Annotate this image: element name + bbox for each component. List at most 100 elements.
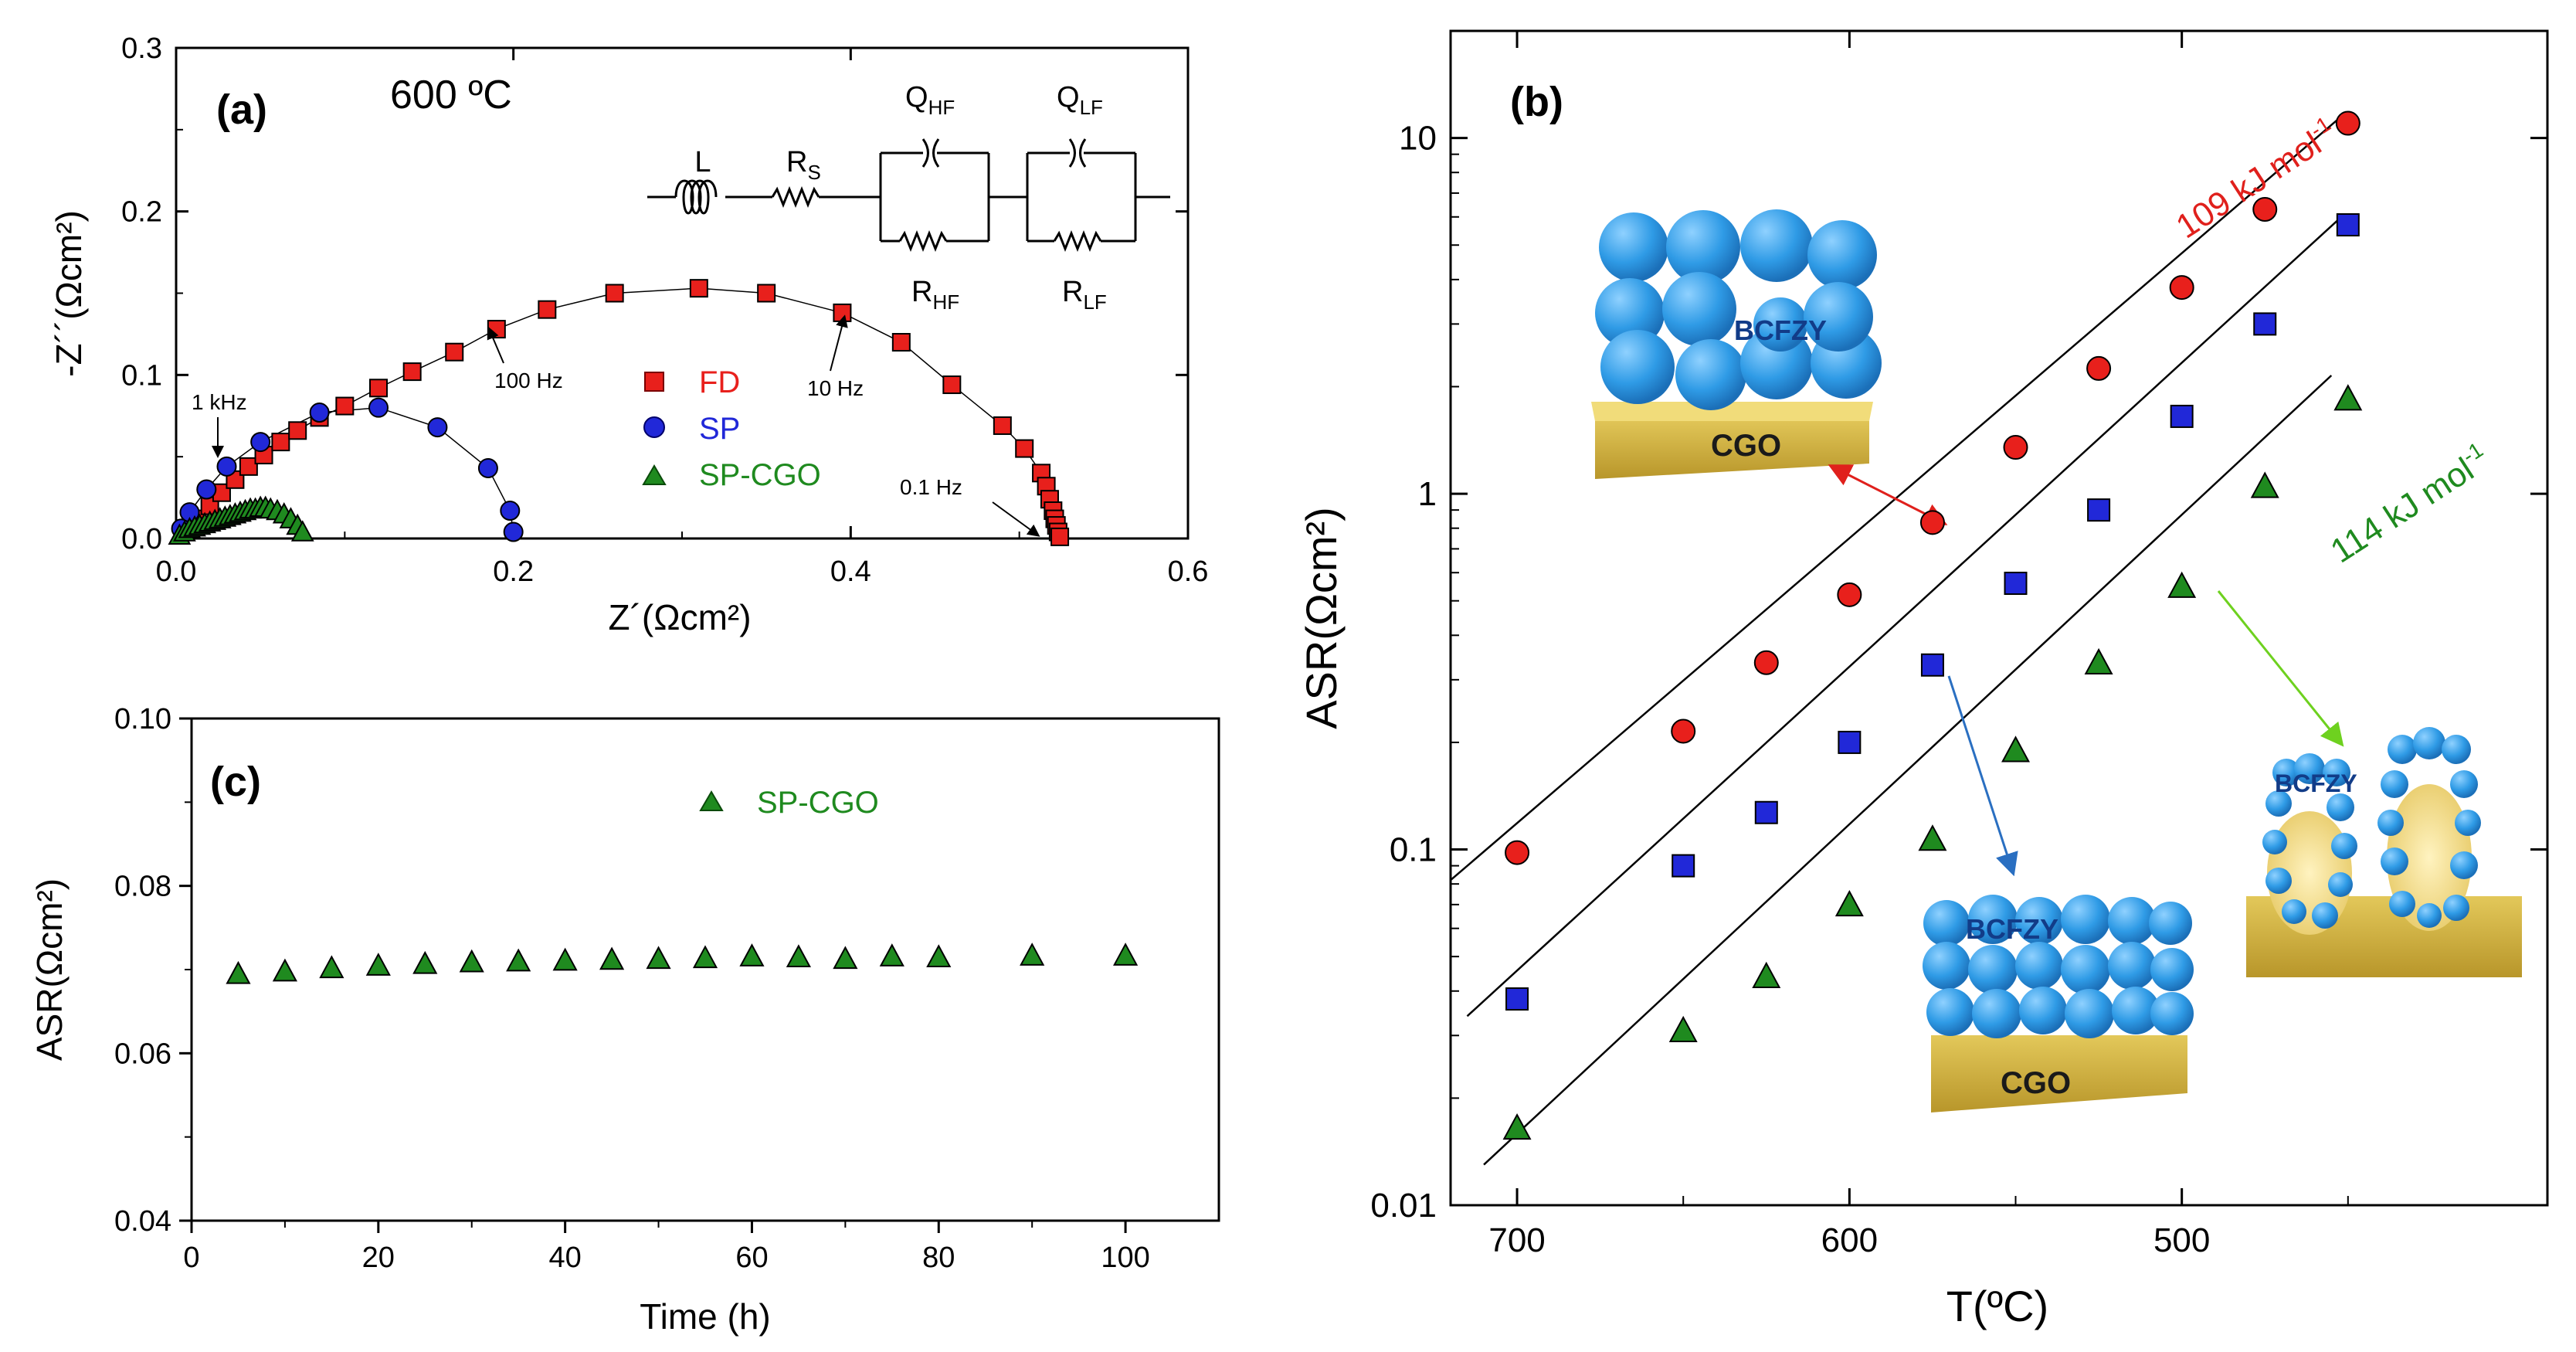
circuit-inductor [674, 179, 718, 215]
panel-b-ytick-label: 0.01 [1370, 1187, 1437, 1225]
panel-c-point-spcgo [412, 950, 438, 974]
panel-a-point-fd [1050, 527, 1070, 546]
illustration-sp-substrate [1931, 1035, 2187, 1113]
panel-b-point-sp-cgo [1502, 1113, 1532, 1140]
panel-c-frame [190, 717, 1220, 1222]
panel-b-xtick-label: 500 [2153, 1221, 2210, 1259]
panel-b-point-fd [1753, 650, 1779, 675]
illustration-sp-substrate-label: CGO [2001, 1066, 2071, 1100]
circuit-label-rhf: RHF [911, 276, 959, 314]
panel-c-point-spcgo [879, 943, 904, 966]
panel-c-point-spcgo [739, 943, 765, 966]
panel-a-axes: 0.0 0.2 0.4 0.6 0.0 0.1 0.2 0.3 [121, 32, 1208, 588]
panel-b-point-sp-cgo [1918, 824, 1947, 851]
panel-c-ytick-label: 0.04 [114, 1205, 171, 1238]
panel-c-point-spcgo [599, 946, 625, 970]
activation-label-spcgo-text: 114 kJ mol [2324, 450, 2480, 570]
circuit-label-qlf-sub: LF [1080, 96, 1103, 119]
panel-a-xtick-label: 0.4 [830, 555, 871, 588]
panel-a-point-sp [368, 397, 389, 418]
illustration-fd-substrate-label: CGO [1711, 429, 1781, 463]
panel-b-point-fd [2335, 110, 2360, 136]
panel-c-point-spcgo [692, 945, 718, 969]
panel-b-point-fd [1671, 718, 1696, 744]
panel-c-ylabel: ASR(Ωcm²) [29, 878, 70, 1061]
panel-a-point-fd [487, 320, 506, 339]
panel-a-point-fd [335, 396, 355, 416]
panel-a-xtick-label: 0.6 [1168, 555, 1209, 588]
panel-a-ytick-label: 0.1 [121, 359, 162, 392]
panel-c-legend-label: SP-CGO [757, 786, 879, 820]
circuit-label-qlf: QLF [1057, 81, 1103, 119]
panel-a-point-sp-cgo [290, 520, 314, 542]
panel-b-point-sp [2253, 312, 2277, 336]
panel-b-point-fd [1919, 510, 1945, 535]
panel-a-points [168, 279, 1070, 546]
annotation-1khz: 1 kHz [192, 390, 247, 414]
panel-c-point-spcgo [1113, 943, 1139, 966]
circuit-label-rlf-sub: LF [1083, 290, 1106, 314]
panel-c-label: (c) [210, 759, 261, 805]
panel-c-ytick-label: 0.10 [114, 703, 171, 735]
panel-a-point-sp [196, 479, 217, 500]
equivalent-circuit [647, 138, 1170, 253]
panel-b: 700 600 500 0.01 0.1 1 10 BCFZY CGO BCFZY [1297, 29, 2549, 1330]
panel-a-point-fd [1015, 439, 1034, 458]
panel-a-title: 600 ºC [390, 73, 512, 117]
panel-a-point-sp [500, 501, 521, 521]
annotation-100hz: 100 Hz [494, 369, 563, 392]
annotation-10hz-arrow [830, 314, 848, 372]
circuit-rlf-resistor [1053, 229, 1102, 253]
illustration-fd-particles [1595, 209, 1882, 410]
panel-b-point-sp [1838, 730, 1862, 754]
panel-c-point-spcgo [926, 944, 952, 967]
circuit-label-rs: RS [786, 146, 821, 184]
panel-b-point-sp-cgo [1834, 889, 1864, 917]
panel-b-label: (b) [1510, 79, 1563, 125]
panel-a-point-fd [288, 421, 307, 440]
circuit-label-qhf-main: Q [905, 81, 928, 114]
panel-b-axes: 700 600 500 0.01 0.1 1 10 [1370, 30, 2547, 1259]
panel-b-ytick-label: 10 [1399, 120, 1437, 158]
illustration-sp-electrode-label: BCFZY [1966, 913, 2058, 945]
legend-spcgo-label: SP-CGO [699, 458, 821, 492]
panel-b-fit-line [1483, 375, 2333, 1166]
circuit-qlf-cpe [1068, 138, 1087, 168]
illustration-sp-particles [1923, 895, 2194, 1038]
panel-a-point-fd [689, 279, 708, 298]
circuit-labels: L RS QHF QLF RHF RLF [694, 81, 1106, 314]
legend-sp-label: SP [699, 412, 740, 446]
panel-a-point-sp [427, 417, 448, 438]
panel-c-point-spcgo [226, 960, 251, 984]
panel-c-points [226, 943, 1139, 984]
panel-b-point-fd [1505, 840, 1530, 865]
legend-sp-marker [643, 416, 665, 438]
panel-a-point-fd [271, 433, 290, 452]
panel-a-point-sp [477, 457, 498, 478]
panel-b-point-fd [2169, 275, 2194, 301]
panel-b-xlabel: T(ºC) [1946, 1282, 2048, 1330]
activation-label-fd: 109 kJ mol-1 [2168, 111, 2344, 246]
panel-c-point-spcgo [786, 944, 811, 967]
illustration-spcgo: BCFZY [2246, 727, 2522, 977]
panel-a-point-fd [605, 284, 624, 303]
panel-a-point-fd [993, 416, 1012, 435]
panel-a-xtick-label: 0.2 [493, 555, 534, 588]
panel-c-xtick-label: 100 [1101, 1242, 1149, 1274]
legend-fd-marker [644, 372, 664, 392]
panel-c-xlabel: Time (h) [640, 1296, 771, 1337]
panel-b-ylabel: ASR(Ωcm²) [1297, 507, 1346, 729]
illustration-fd-substrate-top [1591, 402, 1873, 421]
circuit-label-l: L [694, 146, 711, 178]
panel-b-point-sp-cgo [1668, 1015, 1698, 1043]
panel-c-xtick-label: 60 [735, 1242, 768, 1274]
panel-c-point-spcgo [365, 953, 391, 976]
circuit-label-rlf-main: R [1062, 276, 1083, 308]
panel-c-point-spcgo [319, 955, 344, 979]
panel-b-point-sp-cgo [2167, 571, 2197, 598]
annotation-01hz-arrow [992, 501, 1040, 537]
panel-a-point-fd [538, 300, 557, 319]
annotation-01hz: 0.1 Hz [900, 475, 962, 499]
panel-a-point-fd [833, 303, 852, 322]
